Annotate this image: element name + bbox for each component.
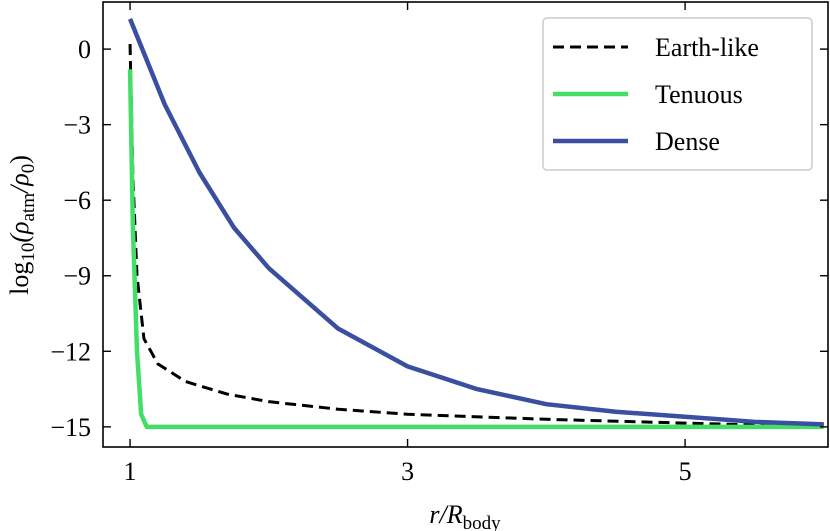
x-tick-label: 1 xyxy=(124,457,137,486)
y-tick-label: 0 xyxy=(78,35,91,64)
series-line xyxy=(127,69,824,430)
x-axis-label: r/Rbody xyxy=(429,500,501,531)
plot-frame xyxy=(102,1,829,448)
y-label-part: atm xyxy=(18,193,39,222)
legend-box xyxy=(542,17,813,171)
legend-label: Tenuous xyxy=(655,80,743,109)
y-tick-label: −3 xyxy=(63,111,91,140)
series-line xyxy=(128,44,824,429)
series-line xyxy=(127,18,824,427)
y-label-part: log xyxy=(5,262,34,295)
legend-label: Dense xyxy=(655,127,720,156)
x-tick-label: 5 xyxy=(679,457,692,486)
y-label-part: ) xyxy=(5,155,34,164)
x-label-sub: body xyxy=(463,513,502,531)
y-tick-label: −15 xyxy=(50,413,91,442)
x-label-main: r/R xyxy=(429,500,462,529)
plot-lines xyxy=(127,18,824,430)
y-label-part: 0 xyxy=(18,164,39,174)
y-label-part: (ρ xyxy=(5,222,34,243)
y-tick-label: −9 xyxy=(63,262,91,291)
y-axis-label: log10(ρatm/ρ0) xyxy=(5,155,39,295)
x-tick-label: 3 xyxy=(401,457,414,486)
y-tick-label: −12 xyxy=(50,337,91,366)
y-label-part: 10 xyxy=(18,243,39,262)
y-label-part: /ρ xyxy=(5,173,34,195)
legend-label: Earth-like xyxy=(655,33,759,62)
y-tick-label: −6 xyxy=(63,186,91,215)
